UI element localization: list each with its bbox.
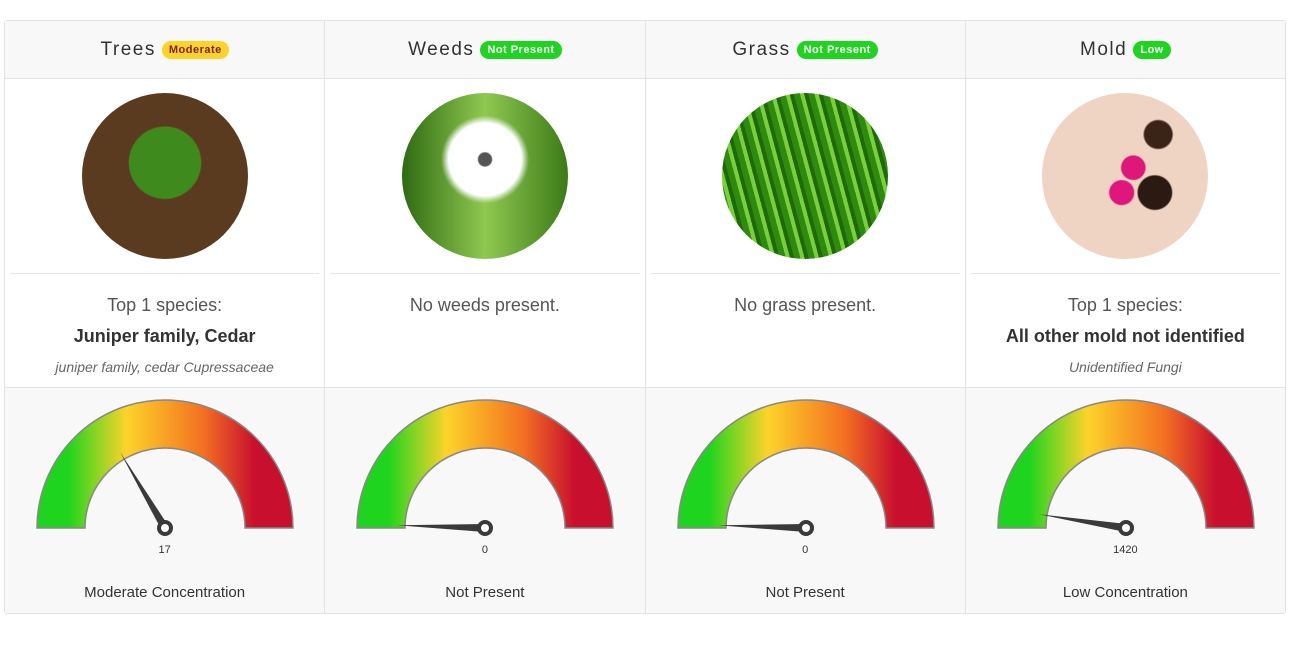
gauge-needle (717, 524, 806, 532)
gauge-arc (996, 399, 1255, 529)
species-info: Top 1 species: Juniper family, Cedar jun… (5, 274, 324, 387)
concentration-label: Not Present (445, 584, 525, 601)
image-wrap (970, 79, 1280, 274)
species-scientific: juniper family, cedar Cupressaceae (55, 359, 274, 375)
gauge-hub (1117, 520, 1134, 536)
gauge-hub (157, 520, 173, 536)
concentration-gauge: 17 Moderate Concentration (5, 387, 325, 613)
species-info: Top 1 species: All other mold not identi… (966, 274, 1285, 387)
column-header: Weeds Not Present (325, 21, 645, 79)
species-info: No grass present. (646, 274, 965, 387)
gauge-value: 0 (802, 544, 809, 556)
concentration-label: Not Present (765, 584, 845, 601)
level-badge: Low (1133, 40, 1171, 59)
species-heading: Top 1 species: (1067, 295, 1183, 315)
species-scientific: Unidentified Fungi (1068, 359, 1182, 375)
level-badge: Not Present (796, 40, 878, 59)
gauge-arc (356, 399, 615, 529)
gauge-needle (120, 452, 169, 531)
category-image (81, 93, 248, 259)
gauge-dial (996, 399, 1255, 536)
level-badge: Moderate (161, 40, 229, 59)
gauge-value: 1420 (1113, 544, 1138, 556)
gauge-arc (36, 399, 294, 529)
column-header: Grass Not Present (645, 21, 965, 79)
concentration-label: Moderate Concentration (84, 584, 246, 601)
gauge-value: 17 (158, 544, 171, 556)
category-title: Weeds (408, 38, 475, 60)
level-badge: Not Present (480, 40, 562, 59)
gauge-hub (797, 520, 814, 536)
species-heading: No weeds present. (409, 295, 560, 315)
concentration-gauge: 0 Not Present (325, 387, 645, 613)
pollen-column: Mold Low Top 1 species: All other mold n… (965, 21, 1285, 613)
species-name: Juniper family, Cedar (73, 326, 256, 346)
gauge-arc (676, 399, 935, 529)
gauge-needle (1038, 514, 1127, 532)
species-heading: No grass present. (734, 295, 877, 315)
image-wrap (650, 79, 960, 274)
category-image (401, 93, 568, 259)
concentration-gauge: 1420 Low Concentration (965, 387, 1285, 613)
species-name: All other mold not identified (1005, 326, 1245, 346)
category-title: Mold (1080, 38, 1128, 60)
pollen-column: Grass Not Present No grass present. 0 No… (645, 21, 966, 613)
category-image (1042, 93, 1209, 259)
species-info: No weeds present. (325, 274, 644, 387)
category-title: Trees (100, 38, 156, 60)
category-image (722, 93, 889, 259)
gauge-needle (397, 524, 486, 532)
column-header: Mold Low (965, 21, 1285, 79)
gauge-hub (477, 520, 494, 536)
gauge-value: 0 (481, 544, 488, 556)
concentration-label: Low Concentration (1062, 584, 1188, 601)
pollen-grid: Trees Moderate Top 1 species: Juniper fa… (4, 20, 1286, 614)
category-title: Grass (732, 38, 791, 60)
gauge-dial (676, 399, 935, 536)
image-wrap (10, 79, 320, 274)
pollen-column: Weeds Not Present No weeds present. 0 No… (325, 21, 646, 613)
gauge-dial (36, 399, 294, 536)
gauge-dial (356, 399, 615, 536)
pollen-column: Trees Moderate Top 1 species: Juniper fa… (5, 21, 326, 613)
image-wrap (330, 79, 640, 274)
column-header: Trees Moderate (5, 21, 325, 79)
species-heading: Top 1 species: (107, 295, 223, 315)
concentration-gauge: 0 Not Present (645, 387, 965, 613)
